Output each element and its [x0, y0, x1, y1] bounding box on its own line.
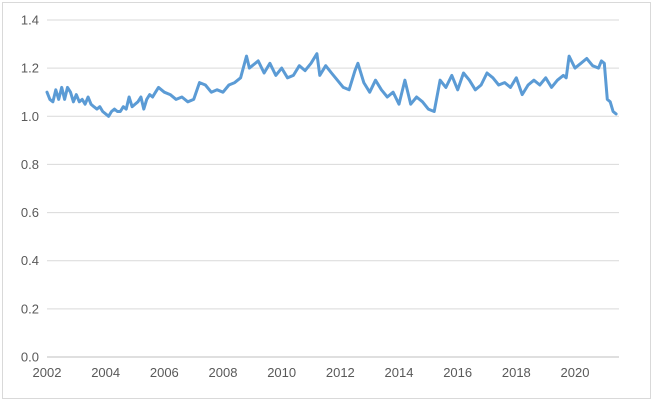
x-tick-label: 2012 [326, 365, 355, 380]
x-tick-label: 2008 [209, 365, 238, 380]
y-tick-label: 0.4 [21, 253, 39, 268]
y-tick-label: 1.0 [21, 109, 39, 124]
x-tick-label: 2018 [502, 365, 531, 380]
series-layer [45, 52, 618, 118]
x-tick-label: 2002 [33, 365, 62, 380]
series-line [45, 52, 618, 118]
x-tick-label: 2014 [385, 365, 414, 380]
y-tick-label: 1.2 [21, 61, 39, 76]
x-tick-label: 2006 [150, 365, 179, 380]
x-tick-label: 2010 [267, 365, 296, 380]
y-axis-tick-labels: 0.0 0.2 0.4 0.6 0.8 1.0 1.2 1.4 [21, 13, 39, 365]
x-axis-tick-labels: 2002 2004 2006 2008 2010 2012 2014 2016 2018 2020 [33, 365, 590, 380]
x-tick-label: 2020 [561, 365, 590, 380]
y-tick-label: 0.0 [21, 350, 39, 365]
y-tick-label: 0.8 [21, 157, 39, 172]
y-tick-label: 0.6 [21, 205, 39, 220]
y-tick-label: 1.4 [21, 13, 39, 28]
x-tick-label: 2004 [91, 365, 120, 380]
y-tick-label: 0.2 [21, 301, 39, 316]
x-tick-label: 2016 [443, 365, 472, 380]
gridlines [47, 19, 619, 310]
